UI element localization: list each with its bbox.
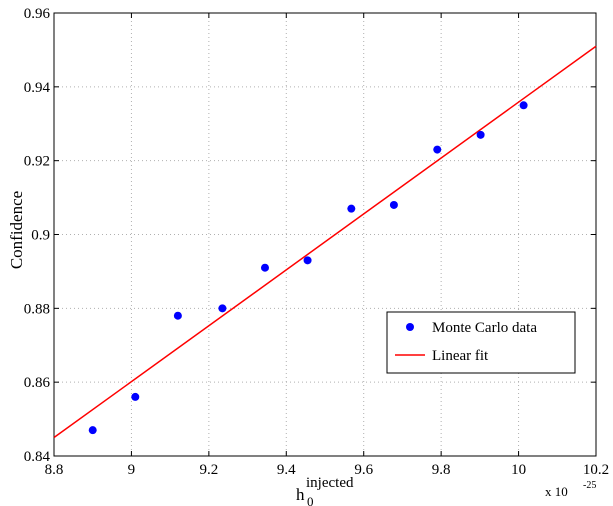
legend: Monte Carlo data Linear fit <box>386 311 576 374</box>
x-tick-label: 8.8 <box>45 462 64 478</box>
legend-label-linear-fit: Linear fit <box>432 348 489 364</box>
monte-carlo-point <box>173 311 182 320</box>
grid <box>54 13 596 456</box>
x-tick-label: 9 <box>128 462 136 478</box>
legend-marker-monte-carlo <box>406 323 414 331</box>
y-tick-labels: 0.84 0.86 0.88 0.9 0.92 0.94 0.96 <box>24 6 51 465</box>
y-tick-label: 0.84 <box>24 449 51 465</box>
x-axis-multiplier-base: x 10 <box>545 484 568 499</box>
y-tick-label: 0.94 <box>24 80 51 96</box>
x-axis-title: h 0 injected <box>296 475 354 506</box>
x-axis-multiplier-exponent: -25 <box>583 480 596 491</box>
x-tick-label: 9.8 <box>432 462 451 478</box>
y-tick-label: 0.88 <box>24 301 50 317</box>
x-axis-title-main: h <box>296 485 305 504</box>
axis-ticks <box>53 12 597 457</box>
x-axis-title-subscript: 0 <box>307 494 314 506</box>
x-tick-label: 9.2 <box>199 462 218 478</box>
monte-carlo-point <box>218 304 227 313</box>
monte-carlo-point <box>347 204 356 213</box>
monte-carlo-point <box>433 145 442 154</box>
x-tick-labels: 8.8 9 9.2 9.4 9.6 9.8 10 10.2 <box>45 462 610 478</box>
monte-carlo-point <box>88 426 97 435</box>
monte-carlo-point <box>260 263 269 272</box>
monte-carlo-point <box>303 256 312 265</box>
x-tick-label: 9.4 <box>277 462 296 478</box>
monte-carlo-point <box>389 200 398 209</box>
x-axis-multiplier: x 10 -25 <box>545 480 596 499</box>
y-axis-title: Confidence <box>7 191 26 269</box>
x-tick-label: 9.6 <box>354 462 373 478</box>
y-tick-label: 0.96 <box>24 6 51 22</box>
legend-box <box>386 311 576 374</box>
y-tick-label: 0.86 <box>24 375 51 391</box>
monte-carlo-series <box>88 101 528 435</box>
linear-fit-line <box>53 45 597 439</box>
y-tick-label: 0.92 <box>24 154 50 170</box>
linear-fit-series <box>53 45 597 439</box>
monte-carlo-point <box>519 101 528 110</box>
x-tick-label: 10.2 <box>583 462 609 478</box>
monte-carlo-point <box>476 130 485 139</box>
x-axis-title-superscript: injected <box>306 475 354 491</box>
x-tick-label: 10 <box>511 462 526 478</box>
monte-carlo-point <box>131 392 140 401</box>
legend-label-monte-carlo: Monte Carlo data <box>432 320 537 336</box>
y-tick-label: 0.9 <box>31 228 50 244</box>
